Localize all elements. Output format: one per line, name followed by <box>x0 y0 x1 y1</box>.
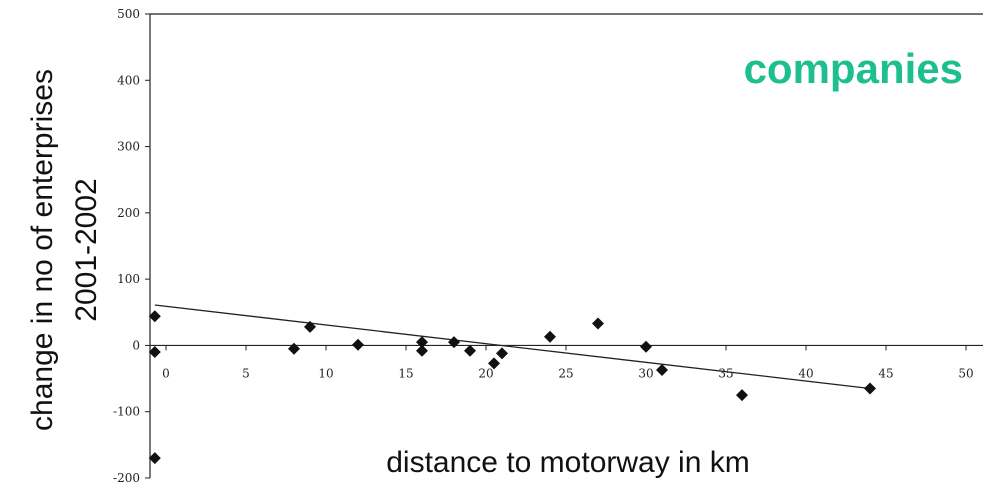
y-tick-label: 200 <box>117 206 140 220</box>
data-point <box>864 382 876 395</box>
y-axis-title-line-1: change in no of enterprises <box>26 69 59 431</box>
y-tick-label: -200 <box>113 471 140 485</box>
data-point <box>496 347 508 360</box>
data-point <box>148 310 161 323</box>
x-tick-label: 10 <box>318 366 333 380</box>
data-point <box>448 336 460 349</box>
y-tick-label: 400 <box>117 73 140 87</box>
data-point <box>304 320 316 333</box>
data-point <box>416 344 428 357</box>
x-tick-label: 35 <box>718 366 733 380</box>
y-tick-label: 100 <box>117 272 140 286</box>
x-tick-label: 20 <box>478 366 493 380</box>
data-point <box>148 452 161 465</box>
y-axis-title-line-2: 2001-2002 <box>70 178 103 321</box>
series-annotation: companies <box>744 45 963 92</box>
data-points <box>148 310 876 465</box>
data-point <box>488 357 500 370</box>
x-axis-title: distance to motorway in km <box>386 446 749 479</box>
data-point <box>288 342 300 355</box>
x-tick-label: 5 <box>242 366 250 380</box>
x-ticks: 0 5 10 15 20 25 30 35 40 45 50 <box>162 345 974 380</box>
data-point <box>544 330 556 343</box>
y-tick-label: 300 <box>117 140 140 154</box>
x-tick-label: 50 <box>958 366 973 380</box>
data-point <box>416 336 428 349</box>
data-point <box>148 346 161 359</box>
x-tick-label: 0 <box>162 366 170 380</box>
x-tick-label: 45 <box>878 366 893 380</box>
x-tick-label: 40 <box>798 366 813 380</box>
data-point <box>656 363 668 376</box>
x-tick-label: 25 <box>558 366 573 380</box>
y-tick-label: 500 <box>117 7 140 21</box>
y-tick-label: 0 <box>132 338 140 352</box>
data-point <box>352 338 364 351</box>
data-point <box>736 389 748 402</box>
y-tick-label: -100 <box>113 405 140 419</box>
x-tick-label: 15 <box>398 366 413 380</box>
data-point <box>640 340 652 353</box>
y-ticks: -200 -100 0 100 200 300 400 500 <box>113 7 150 485</box>
data-point <box>592 317 604 330</box>
trend-line <box>154 304 871 390</box>
data-point <box>464 344 476 357</box>
x-tick-label: 30 <box>638 366 653 380</box>
